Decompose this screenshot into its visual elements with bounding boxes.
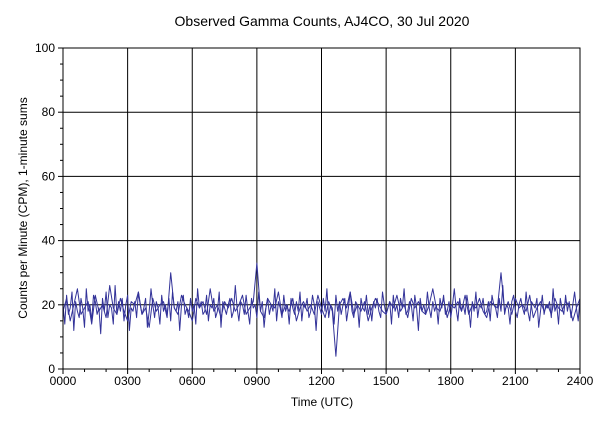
x-tick-label: 0600 xyxy=(179,374,206,388)
x-axis-label: Time (UTC) xyxy=(291,395,353,409)
y-tick-label: 0 xyxy=(48,362,55,376)
counts-series-fine-0 xyxy=(62,285,581,335)
x-tick-label: 0300 xyxy=(114,374,141,388)
y-axis-ticks: 0 20 40 60 80 100 xyxy=(35,41,63,376)
x-tick-label: 0900 xyxy=(244,374,271,388)
x-axis-ticks: 0000 0300 0600 0900 1200 1500 1800 2100 2400 xyxy=(50,369,594,388)
y-axis-label: Counts per Minute (CPM), 1-minute sums xyxy=(16,97,30,318)
x-tick-label: 2100 xyxy=(502,374,529,388)
x-tick-label: 0000 xyxy=(50,374,77,388)
x-tick-label: 1800 xyxy=(437,374,464,388)
x-tick-label: 1200 xyxy=(308,374,335,388)
x-tick-label: 1500 xyxy=(373,374,400,388)
x-tick-label: 2400 xyxy=(567,374,594,388)
y-tick-label: 60 xyxy=(42,169,56,183)
chart-title: Observed Gamma Counts, AJ4CO, 30 Jul 202… xyxy=(175,13,470,29)
series-layer xyxy=(62,262,581,357)
y-tick-label: 20 xyxy=(42,298,56,312)
y-tick-label: 80 xyxy=(42,105,56,119)
y-tick-label: 40 xyxy=(42,234,56,248)
counts-series-0 xyxy=(62,262,581,357)
y-tick-label: 100 xyxy=(35,41,55,55)
grid-lines xyxy=(63,48,580,369)
